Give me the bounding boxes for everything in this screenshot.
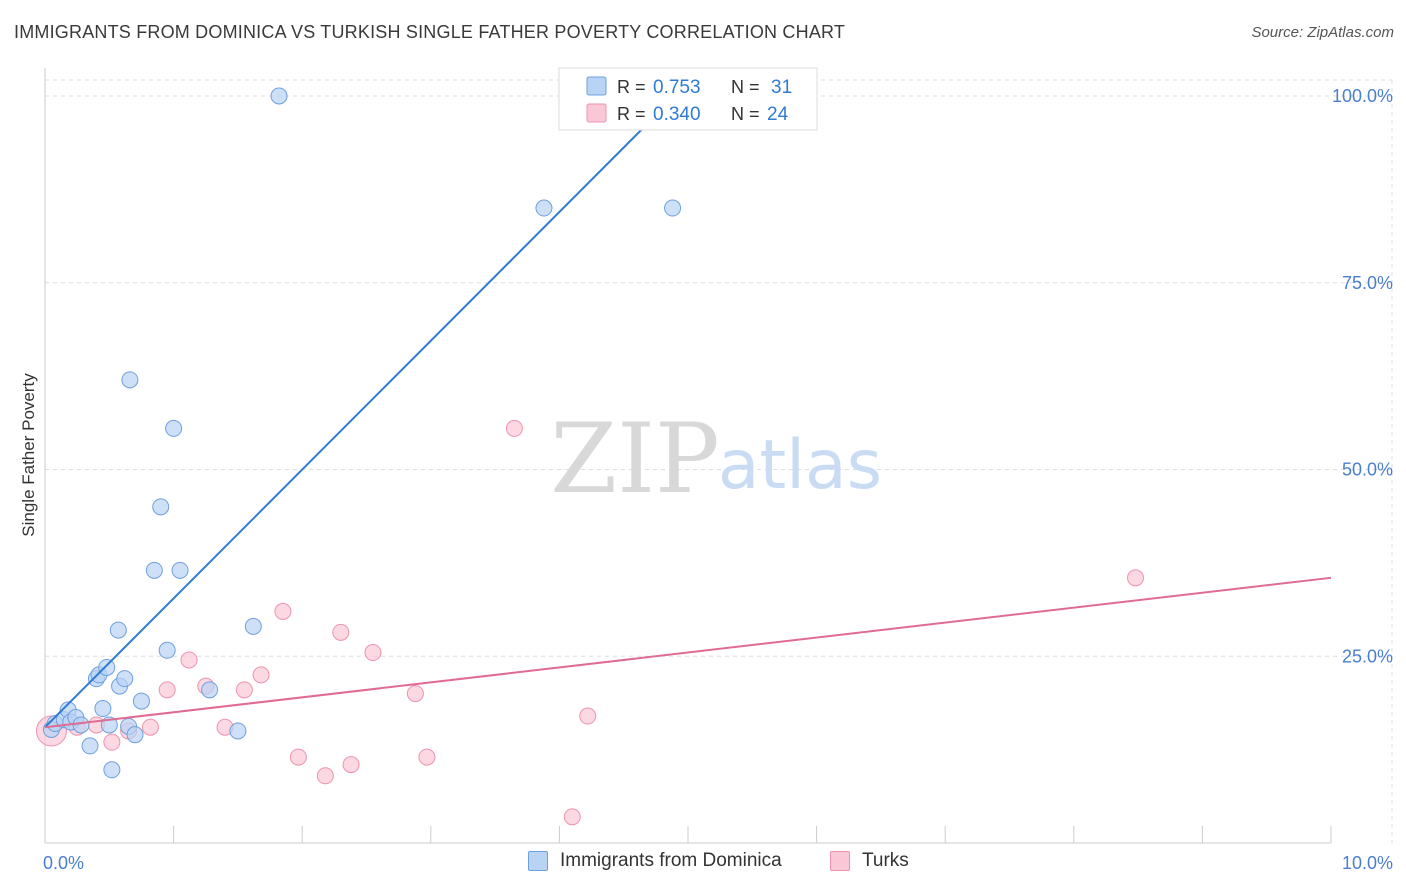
series-legend: Immigrants from Dominica Turks xyxy=(0,850,1406,880)
turks-point xyxy=(406,685,424,703)
dominica-trend-line xyxy=(44,95,676,728)
legend-item-turks: Turks xyxy=(830,850,909,872)
source-credit: Source: ZipAtlas.com xyxy=(1251,24,1394,41)
legend-n-value-1: 31 xyxy=(771,77,792,98)
dominica-point xyxy=(229,722,247,740)
legend-n-value-2: 24 xyxy=(767,104,789,125)
turks-point xyxy=(289,748,307,766)
legend-swatch-turks xyxy=(586,103,607,123)
dominica-point xyxy=(98,658,116,676)
y-tick-label-50: 50.0% xyxy=(1342,460,1393,480)
grid-lines xyxy=(45,79,1393,843)
legend-swatch-turks-bottom xyxy=(830,851,850,871)
legend-n-label-2: N = xyxy=(731,104,760,124)
dominica-point xyxy=(72,716,90,734)
dominica-point xyxy=(132,692,150,710)
turks-point xyxy=(141,718,159,736)
turks-point xyxy=(418,748,436,766)
dominica-point xyxy=(94,700,112,718)
x-tick-label-max: 10.0% xyxy=(1342,853,1393,873)
dominica-point xyxy=(103,761,121,779)
turks-point xyxy=(505,419,523,437)
dominica-point xyxy=(270,87,288,105)
x-tick-label-min: 0.0% xyxy=(43,853,84,873)
turks-point xyxy=(103,733,121,751)
turks-point xyxy=(364,644,382,662)
turks-point xyxy=(252,666,270,684)
dominica-point xyxy=(81,737,99,755)
chart-title: IMMIGRANTS FROM DOMINICA VS TURKISH SING… xyxy=(14,22,846,42)
dominica-points xyxy=(42,87,682,779)
tick-labels: 25.0% 50.0% 75.0% 100.0% 0.0% 10.0% xyxy=(43,86,1393,873)
legend-swatch-dominica xyxy=(586,76,607,96)
turks-point xyxy=(1127,569,1145,587)
legend-r-label-1: R = xyxy=(617,77,646,97)
dominica-point xyxy=(121,371,139,389)
dominica-point xyxy=(165,419,183,437)
stats-legend: R = 0.753 N = 31 R = 0.340 N = 24 xyxy=(558,67,818,131)
dominica-point xyxy=(201,681,219,699)
watermark: ZIP atlas xyxy=(550,403,882,515)
dominica-point xyxy=(535,199,553,217)
dominica-point xyxy=(664,199,682,217)
legend-swatch-dominica-bottom xyxy=(528,851,548,871)
watermark-zip: ZIP xyxy=(550,403,719,515)
legend-r-label-2: R = xyxy=(617,104,646,124)
legend-n-label-1: N = xyxy=(731,77,760,97)
turks-point xyxy=(342,756,360,774)
turks-point xyxy=(235,681,253,699)
turks-point xyxy=(579,707,597,725)
legend-r-value-2: 0.340 xyxy=(653,104,701,125)
turks-point xyxy=(316,767,334,785)
turks-trend-line xyxy=(44,576,1332,729)
legend-label-dominica: Immigrants from Dominica xyxy=(560,850,782,871)
legend-label-turks: Turks xyxy=(862,850,909,871)
y-tick-label-75: 75.0% xyxy=(1342,273,1393,293)
turks-point xyxy=(158,681,176,699)
turks-point xyxy=(332,623,350,641)
turks-point xyxy=(180,651,198,669)
turks-point xyxy=(274,602,292,620)
dominica-point xyxy=(126,726,144,744)
trend-lines xyxy=(44,95,1332,729)
dominica-point xyxy=(244,617,262,635)
dominica-point xyxy=(152,498,170,516)
y-tick-label-100: 100.0% xyxy=(1332,86,1393,106)
dominica-point xyxy=(109,621,127,639)
y-axis-label: Single Father Poverty xyxy=(19,373,38,537)
legend-r-value-1: 0.753 xyxy=(653,77,701,98)
axes xyxy=(44,68,1332,844)
legend-item-dominica: Immigrants from Dominica xyxy=(528,850,782,872)
dominica-point xyxy=(145,561,163,579)
y-tick-label-25: 25.0% xyxy=(1342,646,1393,666)
dominica-point xyxy=(171,561,189,579)
watermark-atlas: atlas xyxy=(718,426,882,505)
dominica-point xyxy=(158,641,176,659)
turks-point xyxy=(563,808,581,826)
dominica-point xyxy=(116,670,134,688)
